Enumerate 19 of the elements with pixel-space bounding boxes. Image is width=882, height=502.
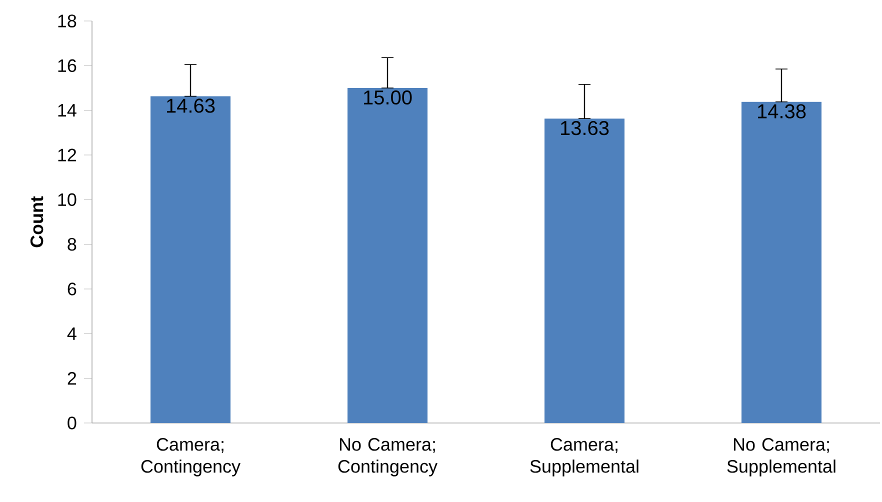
y-axis-title: Count [30,196,44,248]
y-tick-label: 6 [68,282,76,296]
x-tick-label: No Camera; Contingency [338,438,438,476]
data-label: 15.00 [364,90,412,105]
y-tick-label: 14 [58,104,76,117]
y-tick-label: 16 [58,59,76,72]
x-tick-label: Camera; Contingency [141,438,240,476]
y-tick-label: 12 [58,148,76,162]
y-tick-label: 4 [67,327,76,340]
y-tick-label: 2 [68,372,76,385]
y-tick-label: 0 [68,416,76,430]
y-tick-label: 18 [58,14,76,28]
x-tick-label: Camera; Supplemental [530,438,638,476]
data-label: 14.38 [758,104,806,118]
y-tick-label: 8 [68,238,76,251]
data-label: 13.63 [561,120,609,136]
x-tick-label: No Camera; Supplemental [727,438,836,476]
data-label: 14.63 [167,98,215,113]
y-tick-label: 10 [58,193,76,206]
